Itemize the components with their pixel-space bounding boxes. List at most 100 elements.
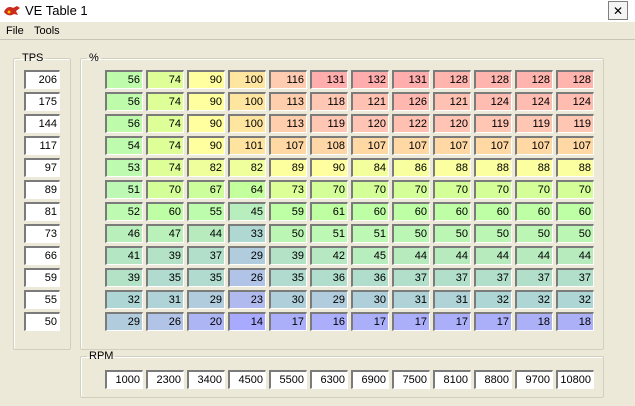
ve-cell[interactable]: 37 bbox=[392, 268, 430, 287]
ve-cell[interactable]: 70 bbox=[556, 180, 594, 199]
ve-cell[interactable]: 60 bbox=[474, 202, 512, 221]
ve-cell[interactable]: 33 bbox=[228, 224, 266, 243]
tps-value-field[interactable]: 175 bbox=[24, 92, 60, 111]
ve-cell[interactable]: 30 bbox=[269, 290, 307, 309]
menu-tools[interactable]: Tools bbox=[34, 25, 60, 37]
tps-value-field[interactable]: 117 bbox=[24, 136, 60, 155]
rpm-value-field[interactable]: 7500 bbox=[392, 370, 430, 389]
ve-cell[interactable]: 50 bbox=[515, 224, 553, 243]
ve-cell[interactable]: 89 bbox=[269, 158, 307, 177]
ve-cell[interactable]: 84 bbox=[351, 158, 389, 177]
ve-cell[interactable]: 39 bbox=[146, 246, 184, 265]
ve-cell[interactable]: 86 bbox=[392, 158, 430, 177]
ve-cell[interactable]: 31 bbox=[392, 290, 430, 309]
ve-cell[interactable]: 128 bbox=[556, 70, 594, 89]
ve-cell[interactable]: 90 bbox=[187, 70, 225, 89]
ve-cell[interactable]: 42 bbox=[310, 246, 348, 265]
ve-cell[interactable]: 35 bbox=[146, 268, 184, 287]
rpm-value-field[interactable]: 8100 bbox=[433, 370, 471, 389]
tps-value-field[interactable]: 97 bbox=[24, 158, 60, 177]
ve-cell[interactable]: 64 bbox=[228, 180, 266, 199]
ve-cell[interactable]: 56 bbox=[105, 114, 143, 133]
ve-cell[interactable]: 36 bbox=[351, 268, 389, 287]
ve-cell[interactable]: 88 bbox=[556, 158, 594, 177]
tps-value-field[interactable]: 50 bbox=[24, 312, 60, 331]
ve-cell[interactable]: 59 bbox=[269, 202, 307, 221]
ve-cell[interactable]: 45 bbox=[351, 246, 389, 265]
ve-cell[interactable]: 50 bbox=[556, 224, 594, 243]
ve-cell[interactable]: 128 bbox=[515, 70, 553, 89]
ve-cell[interactable]: 54 bbox=[105, 136, 143, 155]
ve-cell[interactable]: 32 bbox=[515, 290, 553, 309]
tps-value-field[interactable]: 55 bbox=[24, 290, 60, 309]
rpm-value-field[interactable]: 8800 bbox=[474, 370, 512, 389]
ve-cell[interactable]: 67 bbox=[187, 180, 225, 199]
tps-value-field[interactable]: 81 bbox=[24, 202, 60, 221]
ve-cell[interactable]: 37 bbox=[187, 246, 225, 265]
ve-cell[interactable]: 88 bbox=[515, 158, 553, 177]
ve-cell[interactable]: 23 bbox=[228, 290, 266, 309]
ve-cell[interactable]: 131 bbox=[310, 70, 348, 89]
ve-cell[interactable]: 16 bbox=[310, 312, 348, 331]
rpm-value-field[interactable]: 9700 bbox=[515, 370, 553, 389]
ve-cell[interactable]: 50 bbox=[474, 224, 512, 243]
ve-cell[interactable]: 100 bbox=[228, 70, 266, 89]
ve-cell[interactable]: 20 bbox=[187, 312, 225, 331]
ve-cell[interactable]: 70 bbox=[310, 180, 348, 199]
ve-cell[interactable]: 108 bbox=[310, 136, 348, 155]
ve-cell[interactable]: 56 bbox=[105, 92, 143, 111]
ve-cell[interactable]: 29 bbox=[105, 312, 143, 331]
ve-cell[interactable]: 51 bbox=[105, 180, 143, 199]
rpm-value-field[interactable]: 10800 bbox=[556, 370, 594, 389]
ve-cell[interactable]: 30 bbox=[351, 290, 389, 309]
ve-cell[interactable]: 124 bbox=[515, 92, 553, 111]
ve-cell[interactable]: 60 bbox=[556, 202, 594, 221]
ve-cell[interactable]: 44 bbox=[392, 246, 430, 265]
rpm-value-field[interactable]: 4500 bbox=[228, 370, 266, 389]
ve-cell[interactable]: 70 bbox=[146, 180, 184, 199]
close-button[interactable]: ✕ bbox=[608, 1, 628, 20]
ve-cell[interactable]: 113 bbox=[269, 114, 307, 133]
menu-file[interactable]: File bbox=[6, 25, 24, 37]
ve-cell[interactable]: 32 bbox=[474, 290, 512, 309]
ve-cell[interactable]: 122 bbox=[392, 114, 430, 133]
ve-cell[interactable]: 131 bbox=[392, 70, 430, 89]
ve-cell[interactable]: 107 bbox=[269, 136, 307, 155]
ve-cell[interactable]: 35 bbox=[269, 268, 307, 287]
ve-cell[interactable]: 41 bbox=[105, 246, 143, 265]
ve-cell[interactable]: 119 bbox=[310, 114, 348, 133]
ve-cell[interactable]: 17 bbox=[269, 312, 307, 331]
ve-cell[interactable]: 82 bbox=[228, 158, 266, 177]
ve-cell[interactable]: 107 bbox=[433, 136, 471, 155]
ve-cell[interactable]: 119 bbox=[474, 114, 512, 133]
ve-cell[interactable]: 121 bbox=[351, 92, 389, 111]
ve-cell[interactable]: 26 bbox=[146, 312, 184, 331]
ve-cell[interactable]: 107 bbox=[351, 136, 389, 155]
ve-cell[interactable]: 107 bbox=[474, 136, 512, 155]
ve-cell[interactable]: 50 bbox=[392, 224, 430, 243]
ve-cell[interactable]: 107 bbox=[556, 136, 594, 155]
ve-cell[interactable]: 17 bbox=[392, 312, 430, 331]
rpm-value-field[interactable]: 6900 bbox=[351, 370, 389, 389]
ve-cell[interactable]: 60 bbox=[515, 202, 553, 221]
rpm-value-field[interactable]: 2300 bbox=[146, 370, 184, 389]
ve-cell[interactable]: 90 bbox=[187, 114, 225, 133]
rpm-value-field[interactable]: 5500 bbox=[269, 370, 307, 389]
ve-cell[interactable]: 51 bbox=[351, 224, 389, 243]
ve-cell[interactable]: 70 bbox=[515, 180, 553, 199]
tps-value-field[interactable]: 66 bbox=[24, 246, 60, 265]
ve-cell[interactable]: 119 bbox=[556, 114, 594, 133]
ve-cell[interactable]: 128 bbox=[474, 70, 512, 89]
ve-cell[interactable]: 74 bbox=[146, 70, 184, 89]
ve-cell[interactable]: 47 bbox=[146, 224, 184, 243]
ve-cell[interactable]: 17 bbox=[351, 312, 389, 331]
ve-cell[interactable]: 118 bbox=[310, 92, 348, 111]
ve-cell[interactable]: 31 bbox=[433, 290, 471, 309]
ve-cell[interactable]: 18 bbox=[515, 312, 553, 331]
ve-cell[interactable]: 70 bbox=[392, 180, 430, 199]
tps-value-field[interactable]: 89 bbox=[24, 180, 60, 199]
ve-cell[interactable]: 100 bbox=[228, 114, 266, 133]
ve-cell[interactable]: 50 bbox=[269, 224, 307, 243]
ve-cell[interactable]: 56 bbox=[105, 70, 143, 89]
ve-cell[interactable]: 44 bbox=[556, 246, 594, 265]
